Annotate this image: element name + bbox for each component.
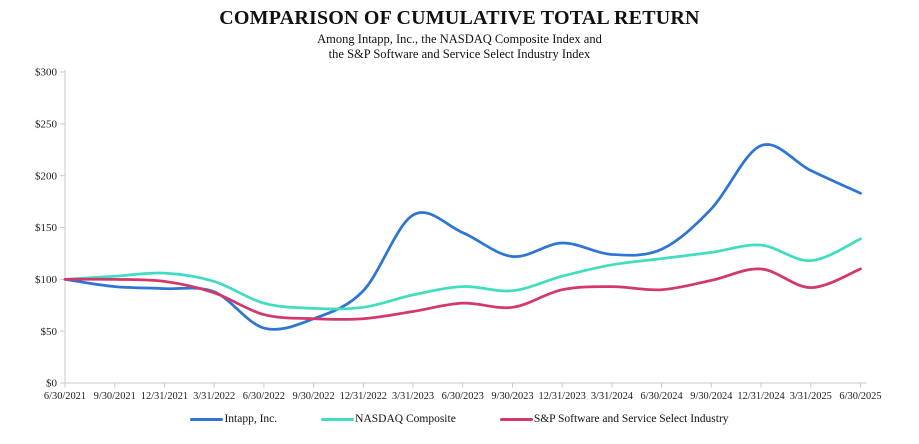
y-axis-tick-label: $250 (35, 118, 58, 130)
series-line-2-s-p-software-and-service-select-industry (63, 267, 862, 321)
x-axis-tick-label: 3/31/2022 (193, 391, 235, 402)
legend-swatch-intapp (190, 417, 224, 421)
chart-header: COMPARISON OF CUMULATIVE TOTAL RETURN Am… (0, 0, 919, 63)
legend-item-intapp: Intapp, Inc. (190, 413, 277, 425)
chart-legend: Intapp, Inc. NASDAQ Composite S&P Softwa… (0, 413, 919, 425)
x-axis-tick-label: 6/30/2022 (243, 391, 285, 402)
cumulative-return-line-chart: $0 $50 $100 $150 $200 $250 $300 6/30/2021 9/30/2… (35, 66, 882, 402)
y-axis-tick-label: $150 (35, 222, 58, 234)
page-title: COMPARISON OF CUMULATIVE TOTAL RETURN (219, 7, 700, 29)
x-axis-tick-label: 9/30/2022 (293, 391, 335, 402)
series-line-0-intapp-inc (63, 142, 862, 331)
x-axis-tick-label: 6/30/2024 (641, 391, 684, 402)
series-line-1-nasdaq-composite (63, 237, 862, 310)
y-axis-tick-label: $300 (35, 66, 58, 78)
y-axis-tick-label: $50 (41, 325, 58, 337)
y-axis-tick-label: $100 (35, 273, 58, 285)
chart-subtitle-line-1: Among Intapp, Inc., the NASDAQ Composite… (317, 32, 602, 46)
x-axis-tick-label: 6/30/2025 (839, 391, 881, 402)
x-axis-tick-label: 9/30/2021 (94, 391, 136, 402)
x-axis-tick-label: 12/31/2022 (340, 391, 387, 402)
chart-subtitle: Among Intapp, Inc., the NASDAQ Composite… (0, 32, 919, 63)
y-axis-tick-label: $0 (46, 377, 58, 389)
x-axis-tick-label: 3/31/2023 (392, 391, 434, 402)
x-axis-tick-label: 12/31/2021 (141, 391, 188, 402)
legend-swatch-sp-software-select (499, 417, 533, 421)
x-axis-tick-label: 6/30/2023 (442, 391, 484, 402)
legend-item-nasdaq-composite: NASDAQ Composite (321, 413, 456, 425)
legend-label-sp-software-select: S&P Software and Service Select Industry (533, 413, 729, 425)
legend-label-nasdaq-composite: NASDAQ Composite (355, 413, 456, 425)
chart-subtitle-line-2: the S&P Software and Service Select Indu… (328, 47, 591, 62)
y-axis-tick-label: $200 (35, 170, 58, 182)
x-axis-tick-label: 12/31/2024 (737, 391, 785, 402)
x-axis-tick-label: 12/31/2023 (539, 391, 586, 402)
x-axis-tick-label: 9/30/2023 (491, 391, 533, 402)
legend-swatch-nasdaq-composite (321, 417, 355, 421)
x-axis-tick-label: 9/30/2024 (690, 391, 733, 402)
x-axis-tick-label: 6/30/2021 (44, 391, 86, 402)
legend-item-sp-software-select: S&P Software and Service Select Industry (499, 413, 729, 425)
legend-label-intapp: Intapp, Inc. (224, 413, 278, 425)
x-axis-tick-label: 3/31/2024 (591, 391, 634, 402)
x-axis-tick-label: 3/31/2025 (790, 391, 832, 402)
